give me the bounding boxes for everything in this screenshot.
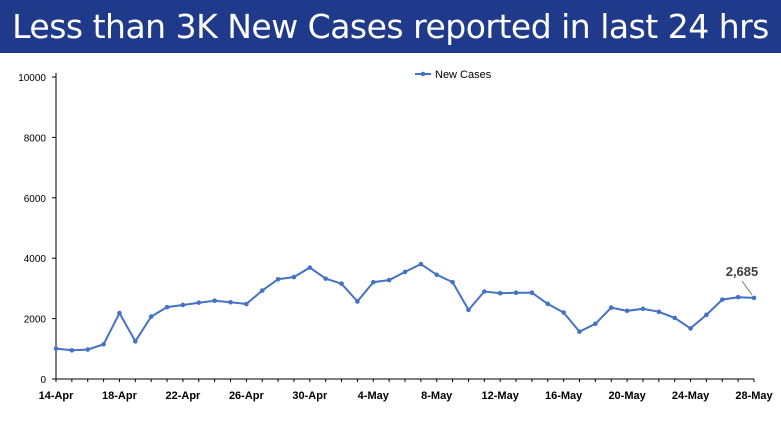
- x-tick-label: 16-May: [545, 390, 583, 402]
- x-axis-ticks: 14-Apr 18-Apr 22-Apr 26-Apr 30-Apr 4-May 8-May…: [39, 379, 774, 402]
- data-label: 2,685: [726, 264, 759, 279]
- data-point: [180, 302, 186, 308]
- series-line-new-cases: [55, 262, 755, 352]
- data-point: [434, 272, 440, 278]
- data-point: [53, 346, 59, 351]
- chart-svg: 0 2000 4000 6000 8000 10000 14-Apr 18-Apr 22-Ap…: [18, 69, 774, 402]
- data-point: [148, 314, 154, 319]
- data-point: [482, 289, 487, 294]
- data-point: [466, 307, 471, 313]
- data-point: [529, 290, 535, 295]
- data-point: [402, 269, 408, 275]
- y-tick-label: 0: [40, 375, 46, 386]
- data-point: [688, 326, 693, 331]
- data-point: [418, 261, 424, 267]
- y-tick-label: 6000: [24, 194, 47, 205]
- x-tick-label: 24-May: [672, 390, 710, 402]
- legend: New Cases: [415, 69, 492, 81]
- data-point: [323, 276, 328, 281]
- annotation-leader: [741, 280, 753, 296]
- data-point: [259, 288, 265, 293]
- data-point: [307, 265, 313, 270]
- data-point: [339, 281, 344, 286]
- data-point: [719, 297, 725, 302]
- line-chart: 0 2000 4000 6000 8000 10000 14-Apr 18-Apr 22-Ap…: [0, 53, 781, 439]
- data-point: [624, 308, 630, 314]
- data-point: [133, 339, 138, 344]
- legend-marker: [420, 71, 426, 77]
- data-point: [497, 290, 503, 296]
- data-point: [561, 310, 566, 315]
- data-point: [164, 304, 170, 310]
- data-point: [244, 301, 249, 307]
- x-tick-label: 26-Apr: [229, 390, 265, 402]
- data-point: [101, 341, 106, 347]
- y-tick-label: 4000: [24, 254, 47, 265]
- data-point: [593, 321, 598, 327]
- x-tick-label: 28-May: [735, 390, 773, 402]
- data-point: [117, 310, 122, 316]
- y-tick-label: 10000: [18, 73, 46, 84]
- legend-label: New Cases: [435, 69, 492, 81]
- x-tick-label: 30-Apr: [292, 390, 328, 402]
- data-point: [275, 276, 281, 282]
- x-tick-label: 4-May: [358, 390, 390, 402]
- data-point: [656, 309, 662, 315]
- data-point: [228, 299, 233, 305]
- y-axis-ticks: 0 2000 4000 6000 8000 10000: [18, 73, 56, 386]
- data-point: [450, 279, 455, 285]
- data-point: [735, 294, 741, 300]
- y-tick-label: 8000: [24, 133, 47, 144]
- data-point: [370, 279, 376, 285]
- page-title: Less than 3K New Cases reported in last …: [12, 7, 769, 46]
- data-point: [640, 306, 646, 312]
- y-tick-label: 2000: [24, 315, 47, 326]
- data-point: [513, 290, 519, 295]
- data-point: [672, 315, 677, 321]
- annotations: 2,685: [726, 264, 759, 296]
- data-point: [85, 347, 91, 352]
- data-point: [608, 305, 614, 310]
- x-tick-label: 18-Apr: [102, 390, 138, 402]
- data-point: [291, 274, 297, 280]
- data-point: [751, 295, 757, 301]
- x-tick-label: 20-May: [608, 390, 646, 402]
- series-group: [53, 261, 757, 353]
- data-point: [69, 348, 75, 353]
- data-point: [577, 329, 582, 334]
- chart-axes: [55, 73, 754, 380]
- data-point: [386, 277, 392, 283]
- data-point: [196, 300, 202, 305]
- x-tick-label: 14-Apr: [39, 390, 75, 402]
- data-point: [355, 299, 360, 304]
- data-point: [212, 298, 217, 303]
- data-point: [704, 312, 709, 318]
- x-tick-label: 8-May: [421, 390, 453, 402]
- title-banner: Less than 3K New Cases reported in last …: [0, 0, 781, 53]
- x-tick-label: 12-May: [482, 390, 520, 402]
- data-point: [545, 301, 551, 307]
- x-tick-label: 22-Apr: [165, 390, 201, 402]
